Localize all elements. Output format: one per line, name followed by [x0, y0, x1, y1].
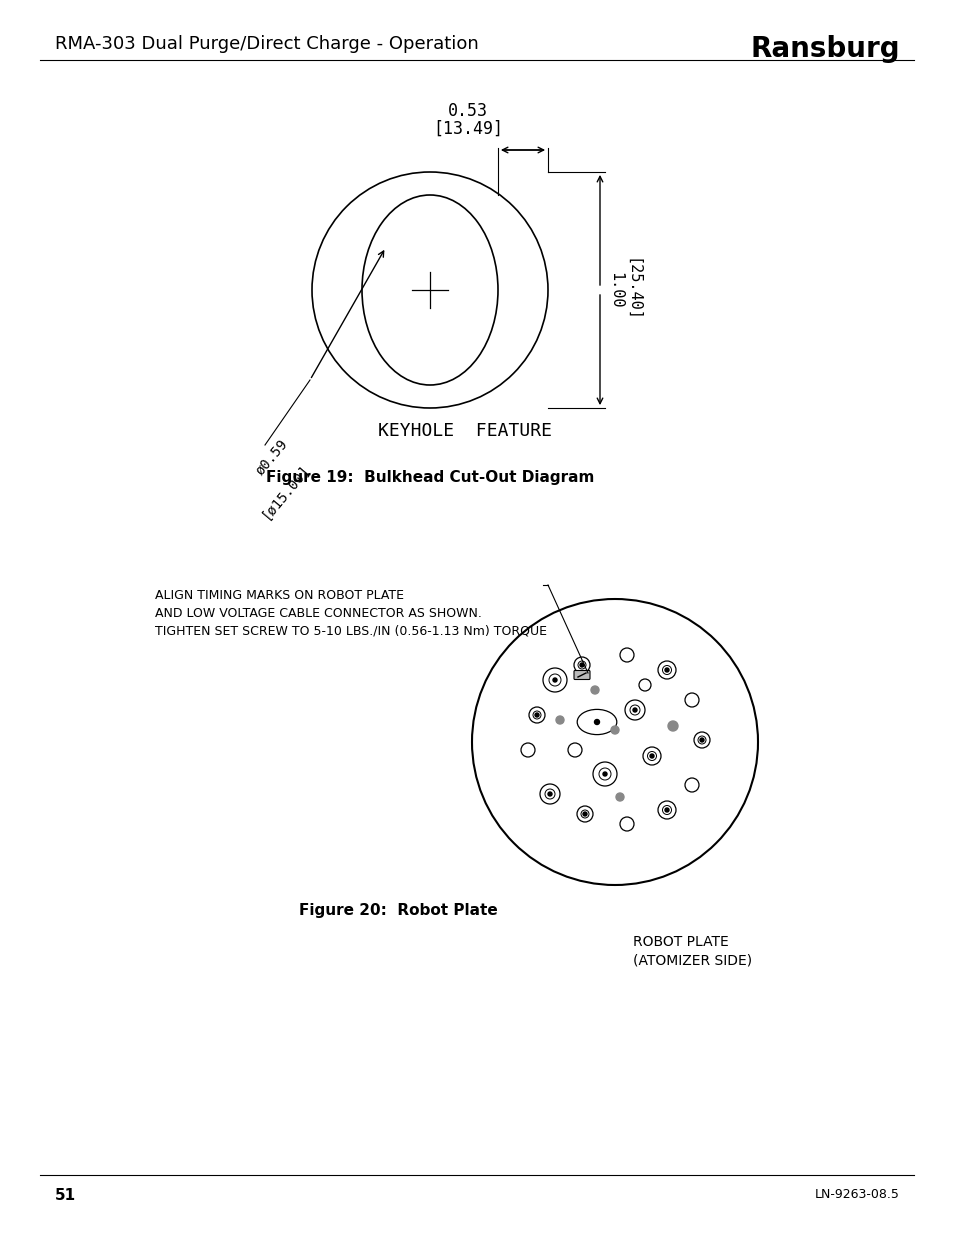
Circle shape: [649, 755, 654, 758]
Circle shape: [610, 726, 618, 734]
Circle shape: [664, 668, 668, 672]
Text: ALIGN TIMING MARKS ON ROBOT PLATE
AND LOW VOLTAGE CABLE CONNECTOR AS SHOWN.
TIGH: ALIGN TIMING MARKS ON ROBOT PLATE AND LO…: [154, 589, 546, 638]
Circle shape: [556, 716, 563, 724]
Text: ø0.59: ø0.59: [253, 437, 291, 478]
Circle shape: [594, 720, 598, 725]
Circle shape: [547, 792, 552, 797]
Text: [25.40]: [25.40]: [624, 258, 639, 322]
Text: [ø15.00]: [ø15.00]: [258, 461, 313, 521]
Circle shape: [553, 678, 557, 682]
Circle shape: [602, 772, 606, 776]
Circle shape: [616, 793, 623, 802]
Text: [13.49]: [13.49]: [433, 120, 502, 138]
Text: 0.53: 0.53: [448, 103, 488, 120]
FancyBboxPatch shape: [574, 671, 589, 679]
Text: LN-9263-08.5: LN-9263-08.5: [814, 1188, 899, 1200]
Circle shape: [667, 721, 678, 731]
Circle shape: [700, 739, 703, 742]
Text: Ransburg: Ransburg: [750, 35, 899, 63]
Text: 51: 51: [55, 1188, 76, 1203]
Text: 1.00: 1.00: [608, 272, 623, 309]
Text: KEYHOLE  FEATURE: KEYHOLE FEATURE: [377, 422, 552, 440]
Text: RMA-303 Dual Purge/Direct Charge - Operation: RMA-303 Dual Purge/Direct Charge - Opera…: [55, 35, 478, 53]
Circle shape: [535, 713, 538, 718]
Text: Figure 19:  Bulkhead Cut-Out Diagram: Figure 19: Bulkhead Cut-Out Diagram: [266, 471, 594, 485]
Text: ROBOT PLATE
(ATOMIZER SIDE): ROBOT PLATE (ATOMIZER SIDE): [633, 935, 751, 967]
Circle shape: [579, 663, 583, 667]
Circle shape: [582, 811, 586, 816]
Circle shape: [664, 808, 668, 811]
Text: Figure 20:  Robot Plate: Figure 20: Robot Plate: [298, 903, 497, 918]
Circle shape: [590, 685, 598, 694]
Circle shape: [633, 708, 637, 713]
